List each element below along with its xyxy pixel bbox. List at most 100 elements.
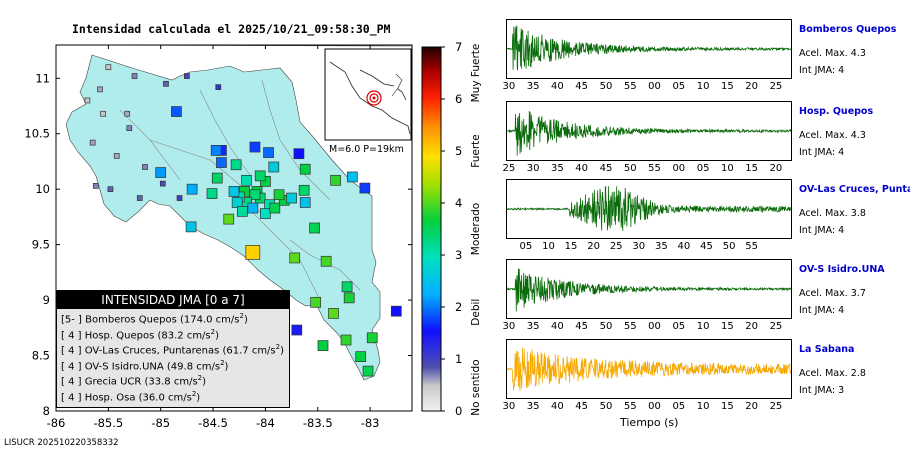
trace-tick-label: 55 xyxy=(745,241,759,252)
x-tick-label: -83 xyxy=(361,416,380,430)
trace-tick-label: 50 xyxy=(599,321,613,332)
y-tick-label: 10 xyxy=(35,182,50,196)
trace-tick-label: 35 xyxy=(551,163,564,174)
trace-tick-label: 25 xyxy=(609,241,623,252)
trace-tick-label: 45 xyxy=(575,401,589,412)
station-marker xyxy=(366,332,378,344)
map-axes: -86 -85.5 -85 -84.5 -84 -83.5 -83 11 10.5 10 9.5 9 8… xyxy=(24,45,412,430)
station-marker xyxy=(186,183,198,195)
station-max-acceleration: Acel. Max. 3.7 xyxy=(799,288,866,299)
legend-row-text: [ 4 ] OV-S Isidro.UNA (49.8 cm/s xyxy=(61,360,221,372)
y-tick-label: 9.5 xyxy=(32,238,50,252)
colorbar-tick-label: 2 xyxy=(455,300,462,314)
trace-tick-label: 35 xyxy=(526,401,540,412)
legend-row: [ 4 ] Hosp. Quepos (83.2 cm/s2) xyxy=(57,325,289,341)
legend-row-text: [ 4 ] Grecia UCR (33.8 cm/s xyxy=(61,376,198,388)
x-tick-label: -86 xyxy=(47,416,66,430)
station-max-acceleration: Acel. Max. 4.3 xyxy=(799,48,866,59)
legend-row: [ 4 ] OV-S Isidro.UNA (49.8 cm/s2) xyxy=(57,356,289,372)
station-marker xyxy=(142,164,148,170)
trace-panel xyxy=(506,19,792,79)
station-marker xyxy=(328,308,339,319)
trace-tick-label: 45 xyxy=(575,81,589,92)
colorbar xyxy=(421,46,442,412)
station-marker xyxy=(355,351,367,363)
footer-id: LISUCR 202510220358332 xyxy=(4,438,119,448)
x-tick-label: -84 xyxy=(256,416,275,430)
waveform-line xyxy=(507,25,791,71)
station-markers xyxy=(84,64,402,377)
y-tick-label: 11 xyxy=(35,71,50,85)
station-marker xyxy=(216,157,227,168)
station-marker xyxy=(340,334,352,346)
inset-label: M=6.0 P=19km xyxy=(329,144,404,155)
station-marker xyxy=(310,296,322,308)
trace-tick-label: 25 xyxy=(769,321,783,332)
map-title: Intensidad calculada el 2025/10/21_09:58… xyxy=(72,22,391,36)
station-name: Bomberos Quepos xyxy=(799,24,897,35)
station-marker xyxy=(176,195,183,201)
trace-tick-label: 15 xyxy=(721,321,734,332)
station-marker xyxy=(317,340,329,351)
trace-panel xyxy=(506,339,792,399)
trace-tick-label: 00 xyxy=(672,163,686,174)
y-tick-label: 9 xyxy=(43,293,50,307)
trace-tick-label: 10 xyxy=(696,321,710,332)
station-marker xyxy=(309,222,320,234)
colorbar-category-label: Moderado xyxy=(470,203,482,255)
trace-panel xyxy=(506,101,792,161)
y-tick-label: 8.5 xyxy=(32,349,50,363)
station-max-acceleration: Acel. Max. 4.3 xyxy=(799,130,866,141)
y-tick-label: 10.5 xyxy=(24,127,50,141)
trace-tick-label: 20 xyxy=(745,81,759,92)
colorbar-tick-label: 1 xyxy=(455,352,462,366)
station-max-acceleration: Acel. Max. 2.8 xyxy=(799,368,866,379)
trace-tick-label: 20 xyxy=(745,401,759,412)
trace-tick-label: 30 xyxy=(526,163,540,174)
station-marker xyxy=(206,188,218,199)
x-tick-label: -84.5 xyxy=(198,416,228,430)
station-marker xyxy=(92,183,99,189)
trace-tick-label: 55 xyxy=(623,81,637,92)
station-marker xyxy=(341,281,353,293)
waveform-line xyxy=(507,268,791,312)
station-marker xyxy=(185,221,197,233)
legend-row-unit: 2 xyxy=(191,389,197,398)
trace-panel xyxy=(506,259,792,319)
station-name: OV-Las Cruces, Puntar xyxy=(799,184,910,195)
station-marker xyxy=(247,202,259,214)
legend-row-close: ) xyxy=(196,391,201,403)
trace-tick-label: 15 xyxy=(745,163,759,174)
legend-row-close: ) xyxy=(280,345,285,357)
trace-tick-label: 35 xyxy=(654,241,668,252)
station-marker xyxy=(211,172,223,184)
legend-row-text: [5- ] Bomberos Quepos (174.0 cm/s xyxy=(61,314,240,326)
station-marker xyxy=(359,182,371,194)
trace-tick-label: 30 xyxy=(502,81,516,92)
waveform xyxy=(507,347,791,391)
legend-row-close: ) xyxy=(215,329,220,341)
x-tick-label: -85 xyxy=(151,416,170,430)
y-tick-label: 8 xyxy=(43,404,50,418)
station-marker xyxy=(159,180,166,187)
trace-tick-label: 05 xyxy=(519,241,533,252)
station-marker xyxy=(343,292,355,304)
legend-row-text: [ 4 ] Hosp. Quepos (83.2 cm/s xyxy=(61,329,211,341)
station-marker xyxy=(330,174,341,186)
trace-tick-label: 15 xyxy=(721,81,734,92)
legend-row-unit: 2 xyxy=(275,343,281,351)
station-marker xyxy=(273,189,285,201)
waveform-line xyxy=(507,110,791,156)
colorbar-tick-label: 0 xyxy=(455,404,462,418)
colorbar-category-label: Debil xyxy=(470,299,482,326)
colorbar-tick-label: 3 xyxy=(455,248,462,262)
inset-map xyxy=(324,48,412,141)
trace-tick-label: 00 xyxy=(648,321,661,332)
trace-tick-label: 50 xyxy=(599,401,613,412)
waveform xyxy=(507,186,791,231)
trace-tick-label: 55 xyxy=(648,163,661,174)
station-marker xyxy=(291,324,303,336)
colorbar-category-label: Fuerte xyxy=(470,134,482,167)
trace-tick-label: 05 xyxy=(672,401,686,412)
station-marker xyxy=(245,245,261,260)
